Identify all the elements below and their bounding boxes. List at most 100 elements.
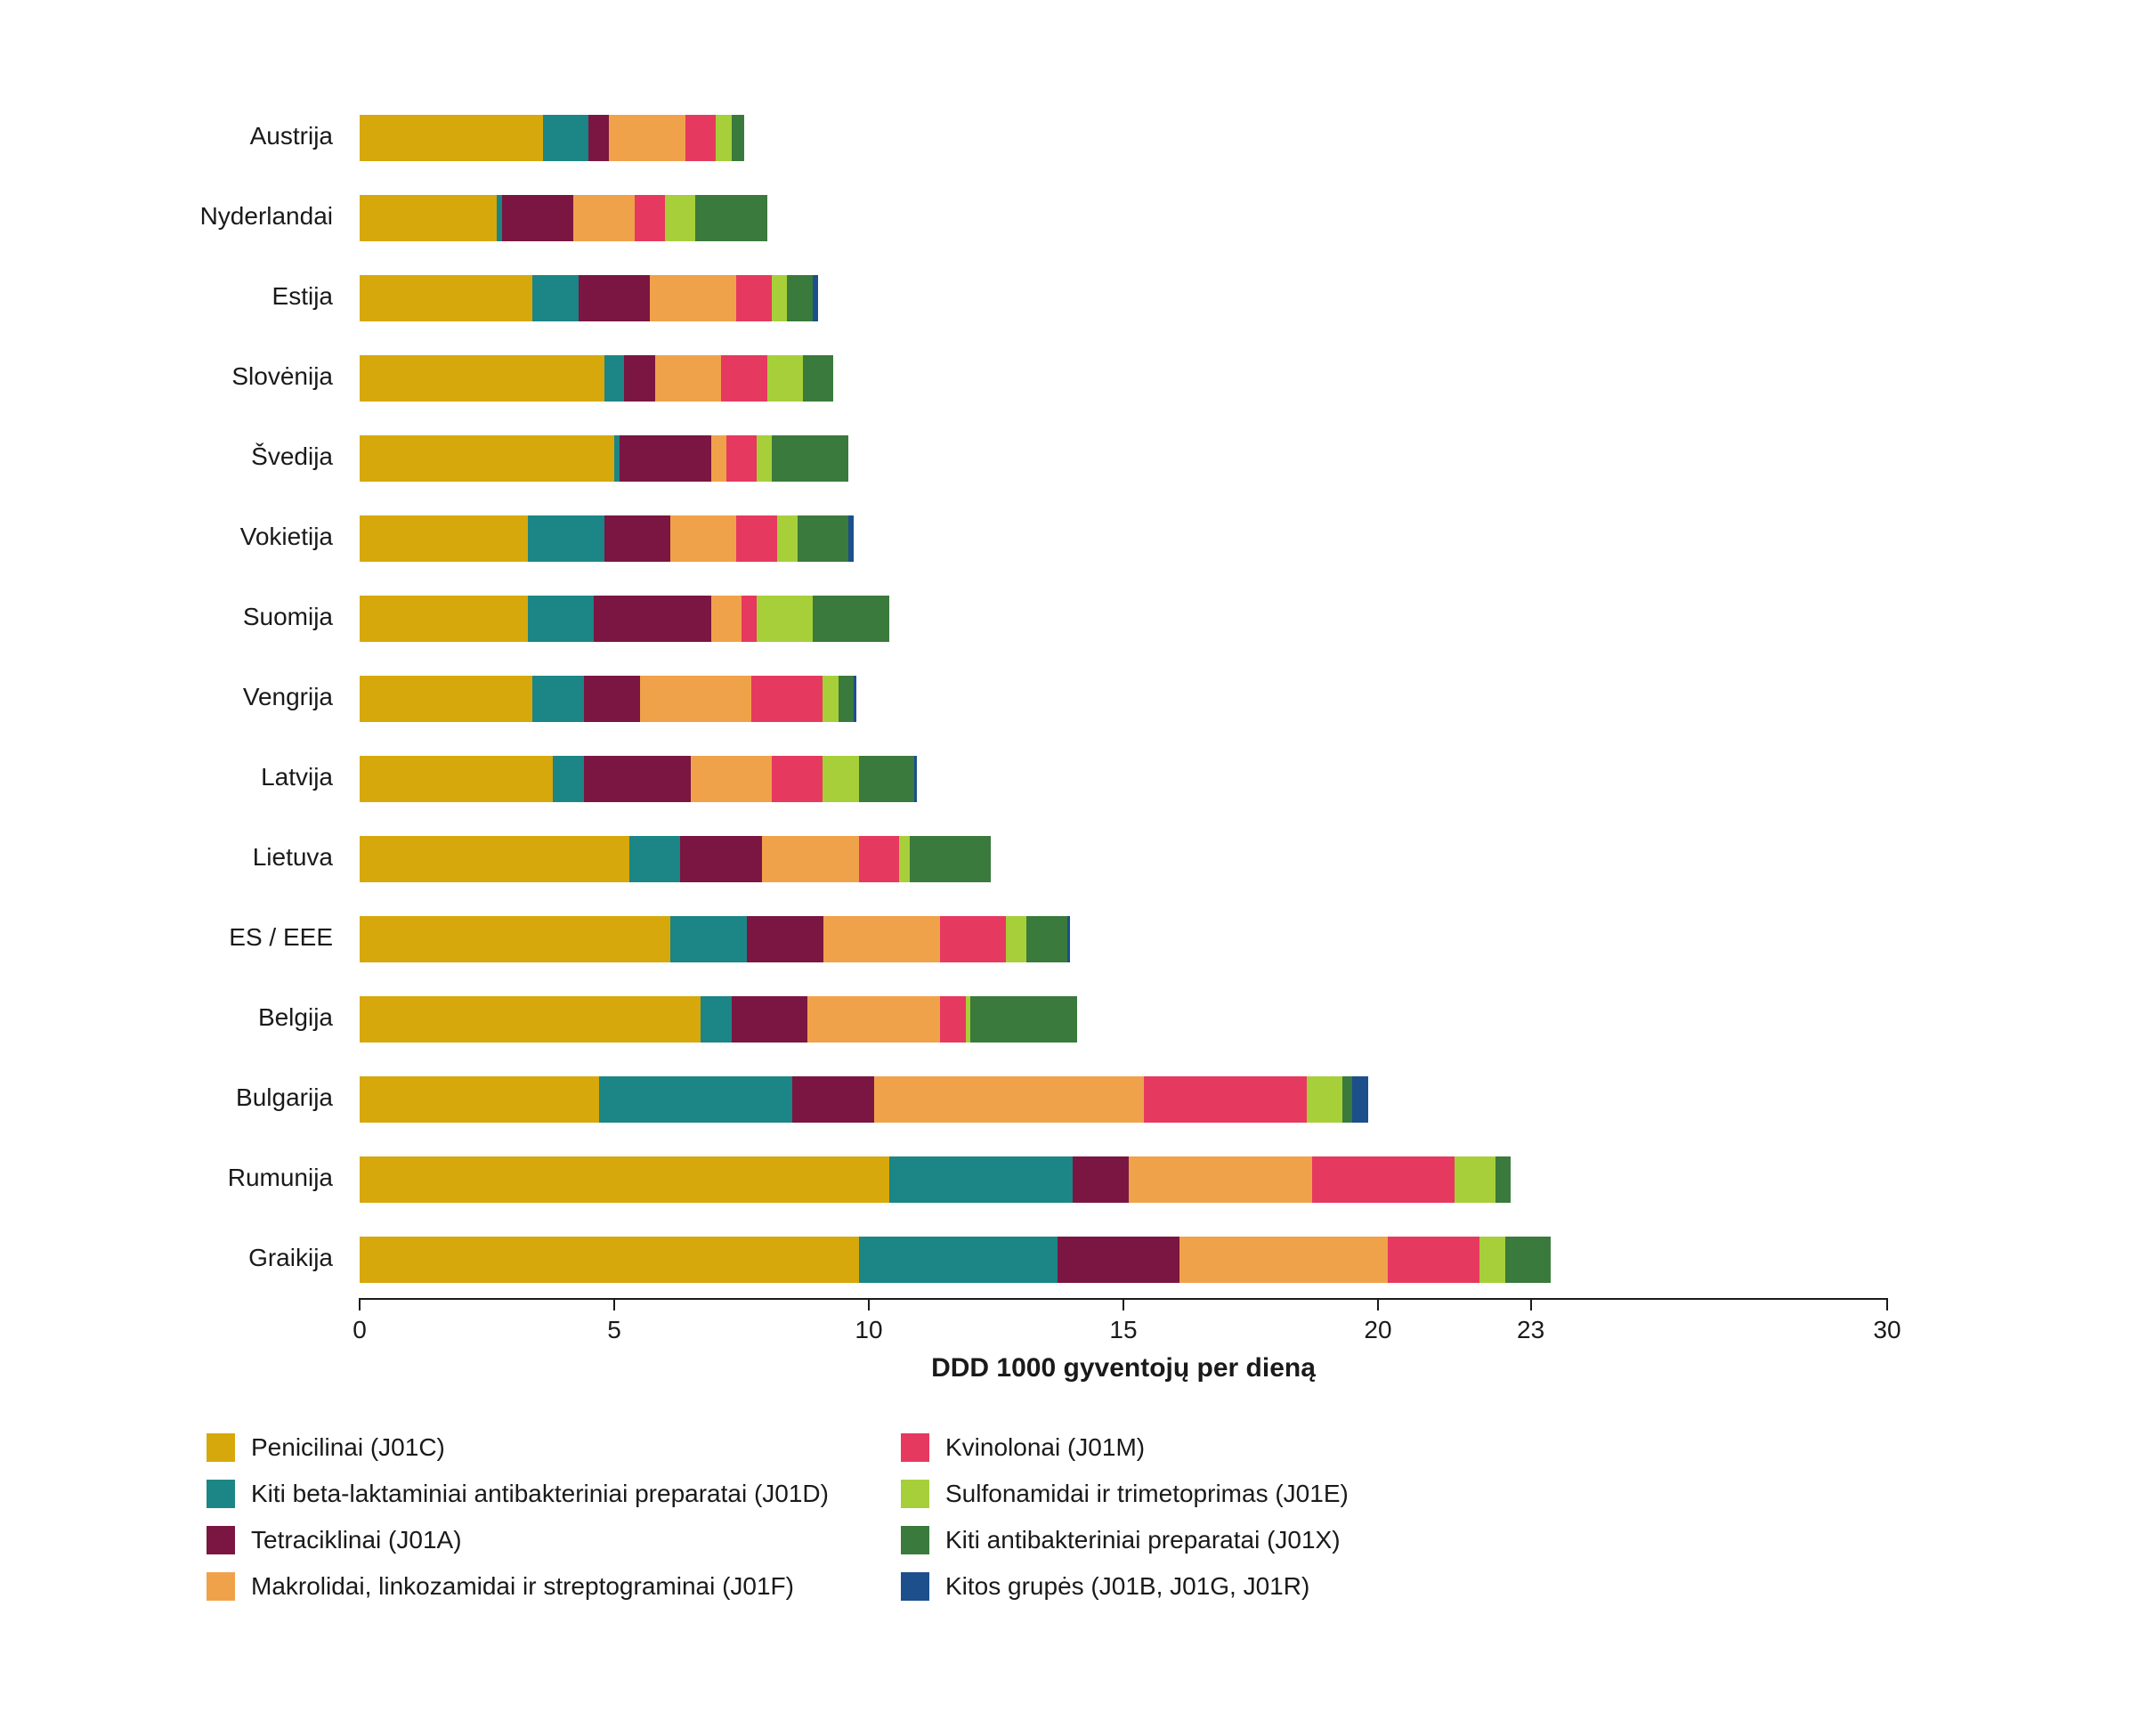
bar-segment-J01C [360, 515, 528, 562]
bar-segment-J01M [742, 596, 757, 642]
bar-segment-J01X [1342, 1076, 1352, 1123]
bar-segment-J01A [792, 1076, 874, 1123]
legend-swatch [901, 1572, 929, 1601]
bar-segment-J01E [1307, 1076, 1342, 1123]
bar-segment-J01D [532, 676, 583, 722]
x-tick [613, 1298, 615, 1310]
bar-segment-J01M [736, 275, 772, 321]
bar-segment-J01A [680, 836, 762, 882]
bar-segment-J01M [1144, 1076, 1307, 1123]
category-label: Vokietija [0, 523, 333, 551]
bar-segment-J01C [360, 355, 604, 402]
bar-segment-J01C [360, 836, 629, 882]
legend-label: Kitos grupės (J01B, J01G, J01R) [945, 1572, 1309, 1601]
category-label: Graikija [0, 1244, 333, 1272]
x-axis-title: DDD 1000 gyventojų per dieną [360, 1353, 1887, 1383]
legend-swatch [901, 1480, 929, 1508]
bar-segment-OTH [848, 515, 854, 562]
legend-item: Sulfonamidai ir trimetoprimas (J01E) [901, 1480, 1349, 1508]
bar-segment-J01M [1388, 1237, 1479, 1283]
category-label: Suomija [0, 603, 333, 631]
plot-area [360, 98, 1887, 1298]
legend-swatch [207, 1480, 235, 1508]
bar-segment-J01X [695, 195, 766, 241]
bar-row [360, 996, 1077, 1043]
x-tick [1123, 1298, 1124, 1310]
bar-segment-J01A [579, 275, 650, 321]
bar-segment-J01E [772, 275, 787, 321]
bar-segment-J01D [889, 1156, 1073, 1203]
legend-label: Kiti antibakteriniai preparatai (J01X) [945, 1526, 1341, 1554]
bar-segment-J01X [1495, 1156, 1511, 1203]
bar-segment-J01M [685, 115, 716, 161]
bar-segment-J01F [1129, 1156, 1312, 1203]
legend-swatch [901, 1526, 929, 1554]
legend-swatch [207, 1572, 235, 1601]
bar-segment-J01E [767, 355, 803, 402]
bar-segment-J01D [629, 836, 680, 882]
bar-segment-J01F [807, 996, 940, 1043]
legend-swatch [207, 1526, 235, 1554]
bar-row [360, 515, 854, 562]
bar-row [360, 1156, 1511, 1203]
bar-segment-J01C [360, 195, 497, 241]
bar-segment-J01X [1026, 916, 1067, 962]
bar-segment-J01F [670, 515, 736, 562]
bar-segment-OTH [813, 275, 818, 321]
bar-segment-J01F [762, 836, 859, 882]
bar-row [360, 596, 889, 642]
bar-row [360, 836, 991, 882]
legend-label: Makrolidai, linkozamidai ir streptogrami… [251, 1572, 794, 1601]
bar-row [360, 916, 1070, 962]
bar-segment-J01E [1479, 1237, 1505, 1283]
bar-segment-J01C [360, 996, 701, 1043]
bar-row [360, 1076, 1368, 1123]
category-label: Lietuva [0, 843, 333, 872]
bar-segment-J01A [1073, 1156, 1129, 1203]
bar-segment-J01F [711, 435, 726, 482]
bar-segment-J01F [650, 275, 736, 321]
bar-row [360, 195, 767, 241]
bar-segment-J01D [532, 275, 578, 321]
legend-label: Tetraciklinai (J01A) [251, 1526, 462, 1554]
bar-segment-J01M [721, 355, 766, 402]
bar-segment-J01D [528, 596, 594, 642]
bar-segment-J01A [1058, 1237, 1179, 1283]
bar-row [360, 676, 856, 722]
x-tick [1377, 1298, 1379, 1310]
bar-segment-J01C [360, 756, 553, 802]
category-label: Latvija [0, 763, 333, 791]
x-tick-label: 23 [1495, 1316, 1567, 1344]
bar-segment-J01M [1312, 1156, 1455, 1203]
x-tick [359, 1298, 361, 1310]
bar-segment-J01X [839, 676, 854, 722]
bar-segment-J01X [787, 275, 813, 321]
bar-segment-J01C [360, 1156, 889, 1203]
x-tick [868, 1298, 870, 1310]
bar-segment-OTH [854, 676, 856, 722]
category-label: Bulgarija [0, 1083, 333, 1112]
legend-label: Kiti beta-laktaminiai antibakteriniai pr… [251, 1480, 829, 1508]
bar-segment-J01D [859, 1237, 1058, 1283]
bar-segment-OTH [914, 756, 917, 802]
bar-segment-J01D [543, 115, 588, 161]
category-label: Vengrija [0, 683, 333, 711]
legend-item: Makrolidai, linkozamidai ir streptogrami… [207, 1572, 794, 1601]
legend-label: Kvinolonai (J01M) [945, 1433, 1145, 1462]
bar-segment-J01X [803, 355, 833, 402]
bar-segment-J01A [732, 996, 808, 1043]
bar-segment-J01X [910, 836, 992, 882]
x-tick-label: 10 [833, 1316, 904, 1344]
bar-segment-OTH [1067, 916, 1070, 962]
bar-segment-J01F [573, 195, 635, 241]
bar-segment-J01D [604, 355, 625, 402]
bar-segment-J01A [594, 596, 711, 642]
bar-segment-J01C [360, 916, 670, 962]
bar-row [360, 115, 744, 161]
bar-row [360, 435, 848, 482]
bar-segment-J01D [670, 916, 747, 962]
category-label: Belgija [0, 1003, 333, 1032]
bar-segment-J01X [732, 115, 744, 161]
bar-segment-J01A [584, 756, 691, 802]
bar-segment-J01M [940, 916, 1006, 962]
